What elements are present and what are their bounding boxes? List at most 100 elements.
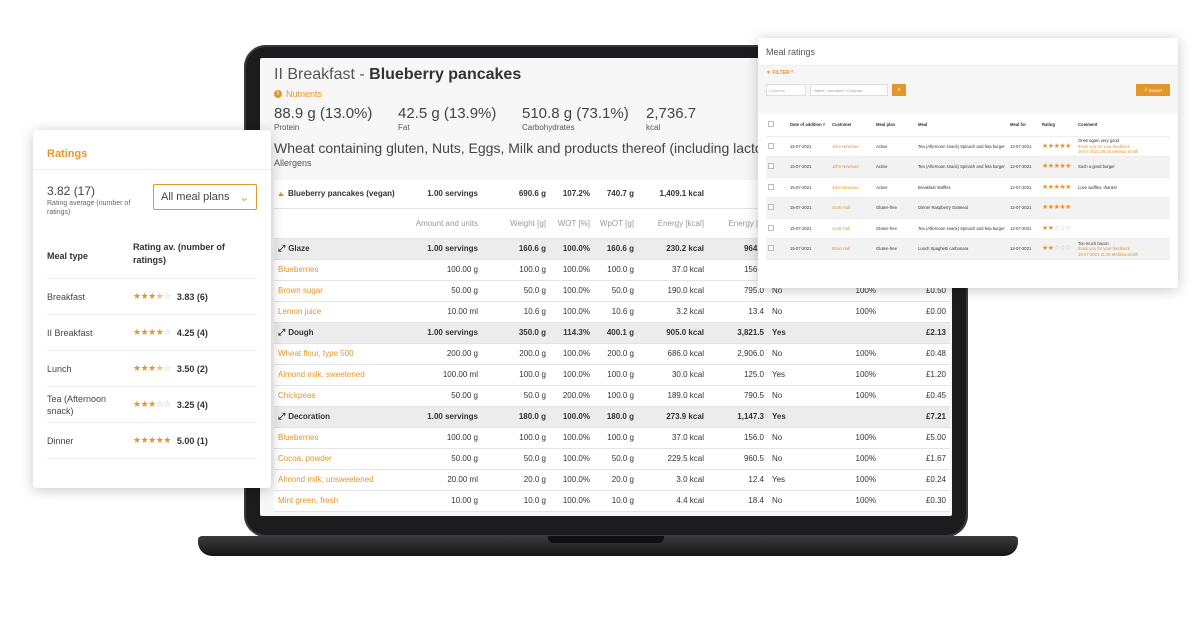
expand-icon[interactable]: ⤢ — [278, 243, 286, 253]
recipe-cell: 1,147.3 — [708, 406, 768, 428]
star-icon: ★ — [155, 363, 164, 373]
recipe-cell: £2.13 — [880, 322, 950, 344]
row-checkbox[interactable] — [768, 183, 774, 190]
meal-cell: Dinner Raspberry Oatmeal — [916, 197, 1008, 219]
recipe-cell: £7.21 — [880, 406, 950, 428]
search-button[interactable]: ⌕ — [892, 84, 906, 96]
ingredient-row[interactable]: Brown sugar 50.00 g 50.0 g 100.0% 50.0 g 190.… — [274, 280, 950, 302]
meal-plan-select[interactable]: All meal plans ⌄ — [153, 184, 257, 210]
nutrient-label: kcal — [646, 123, 661, 132]
star-icon: ★ — [148, 435, 156, 445]
nutrient-value: 510.8 g (73.1%) — [522, 105, 629, 122]
meal-for-cell: 12-07-2021 — [1008, 238, 1040, 260]
star-icon: ★ — [1047, 224, 1054, 232]
recipe-cell: £1.20 — [880, 364, 950, 386]
date-cell: 15-07-2021 — [788, 136, 830, 157]
columns-select[interactable]: Columns — [766, 84, 806, 96]
recipe-cell: 3.0 kcal — [638, 469, 708, 491]
recipe-cell: Brown sugar — [274, 280, 408, 302]
header-cell[interactable]: Date of addition ˅ — [788, 114, 830, 137]
customer-link[interactable]: Scott Hull — [832, 225, 850, 231]
row-checkbox[interactable] — [768, 163, 774, 169]
rating-meal-type: Breakfast — [47, 291, 86, 302]
row-checkbox[interactable] — [768, 204, 774, 210]
recipe-cell: 100.00 g — [408, 427, 482, 449]
rating-cell: ★★★★★ — [1040, 197, 1076, 219]
recipe-cell: 1,409.1 kcal — [638, 180, 708, 209]
recipe-cell: 30.0 kcal — [638, 364, 708, 386]
header-cell[interactable]: Meal — [916, 114, 1008, 137]
nutrient-value: 2,736.7 — [646, 105, 697, 122]
nutrients-toggle[interactable]: i Nutrients — [274, 89, 938, 99]
row-checkbox[interactable] — [768, 142, 774, 149]
expand-icon[interactable]: ⤢ — [278, 411, 286, 421]
star-icon: ★ — [133, 363, 141, 373]
recipe-cell: 50.00 g — [408, 280, 482, 302]
customer-link[interactable]: Scott Hull — [832, 205, 850, 210]
ingredient-row[interactable]: Mint green, fresh 10.00 g 10.0 g 100.0% 10.0… — [274, 490, 950, 512]
recipe-cell: 905.0 kcal — [638, 322, 708, 344]
recipe-cell: Chickpeas — [274, 385, 408, 407]
meal-ratings-table: Date of addition ˅ Customer Meal plan Meal M… — [766, 114, 1170, 260]
star-icon: ☆ — [1065, 224, 1071, 232]
customer-link[interactable]: John Newman — [832, 164, 859, 169]
export-button[interactable]: ⇩ Export — [1136, 84, 1170, 96]
select-all-checkbox[interactable] — [768, 121, 774, 127]
customer-link[interactable]: Brian Hull — [832, 246, 851, 251]
recipe-cell: 4.4 kcal — [638, 490, 708, 512]
recipe-cell: Yes — [768, 406, 822, 428]
customer-cell: John Newman — [830, 177, 874, 198]
ingredient-row[interactable]: Chickpeas 50.00 g 50.0 g 200.0% 100.0 g 189.0… — [274, 385, 950, 407]
recipe-cell: 10.6 g — [482, 301, 550, 323]
ingredient-row[interactable]: Wheat flour, type 500 200.00 g 200.0 g 100.… — [274, 343, 950, 365]
meal-for-cell: 13-07-2021 — [1008, 136, 1040, 157]
ingredient-row[interactable]: Almond milk, unsweetened 20.00 ml 20.0 g 10… — [274, 469, 950, 491]
date-cell: 15-07-2021 — [788, 197, 830, 219]
rating-meal-type: Dinner — [47, 435, 74, 446]
recipe-cell: 200.0 g — [594, 343, 638, 365]
group-row[interactable]: ⤢ Decoration 1.00 servings 180.0 g 100.0% 180… — [274, 406, 950, 428]
meal-cell: Tea (Afternoon snack) Spinach and feta b… — [916, 156, 1008, 178]
info-icon: i — [274, 90, 282, 98]
recipe-cell: 686.0 kcal — [638, 343, 708, 365]
recipe-cell — [274, 208, 408, 239]
header-cell[interactable]: Comment — [1076, 114, 1170, 137]
recipe-cell: 100.0 g — [482, 427, 550, 449]
rating-stars: ★★★★☆ — [133, 363, 171, 374]
ingredient-row[interactable]: Lemon juice 10.00 ml 10.6 g 100.0% 10.6 g 3.2… — [274, 301, 950, 323]
expand-icon[interactable]: ⤢ — [278, 327, 286, 337]
header-cell[interactable]: Rating — [1040, 114, 1076, 137]
recipe-cell: 1.00 servings — [408, 322, 482, 344]
comment-cell: Such a good burger — [1076, 156, 1170, 178]
rating-meal-type: Lunch — [47, 363, 72, 374]
star-icon: ★ — [1059, 183, 1066, 191]
ingredient-row[interactable]: Cocoa, powder 50.00 g 50.0 g 100.0% 50.0 g 22… — [274, 448, 950, 470]
ingredient-row[interactable]: Almond milk, sweetened 100.00 ml 100.0 g 10… — [274, 364, 950, 386]
recipe-cell: Cocoa, powder — [274, 448, 408, 470]
recipe-cell: 180.0 g — [482, 406, 550, 428]
header-cell[interactable]: Meal for — [1008, 114, 1040, 137]
row-checkbox[interactable] — [768, 245, 774, 251]
meal-rating-row: 15-07-2021 John Newman Active Breakfast Waf… — [766, 177, 1170, 198]
customer-link[interactable]: John Newman — [832, 184, 859, 190]
rating-cell: ★★★★★ — [1040, 156, 1076, 178]
filter-toggle[interactable]: ▼ FILTER ^ — [766, 70, 1170, 76]
meal-rating-row: 15-07-2021 Scott Hull Gluten-free Dinner Ra… — [766, 197, 1170, 219]
header-cell[interactable]: Meal plan — [874, 114, 916, 137]
star-icon: ★ — [133, 291, 141, 301]
search-input[interactable]: Name / surname / Compan — [810, 84, 888, 96]
recipe-cell: 50.0 g — [482, 385, 550, 407]
export-label: Export — [1149, 87, 1163, 93]
plan-cell: Active — [874, 136, 916, 157]
reply-text[interactable]: thank you for your feedback — [1078, 246, 1130, 251]
header-cell[interactable]: Customer — [830, 114, 874, 137]
row-checkbox[interactable] — [768, 224, 774, 231]
recipe-cell: 100.0% — [550, 406, 594, 428]
laptop-notch — [548, 536, 664, 543]
reply-meta: 16-07-2021 11:20 Melissa Smith — [1078, 251, 1138, 257]
reply-text[interactable]: thank you for your feedback — [1078, 143, 1130, 149]
customer-link[interactable]: John Newman — [832, 143, 859, 149]
rating-cell: ★★★★★ — [1040, 177, 1076, 198]
